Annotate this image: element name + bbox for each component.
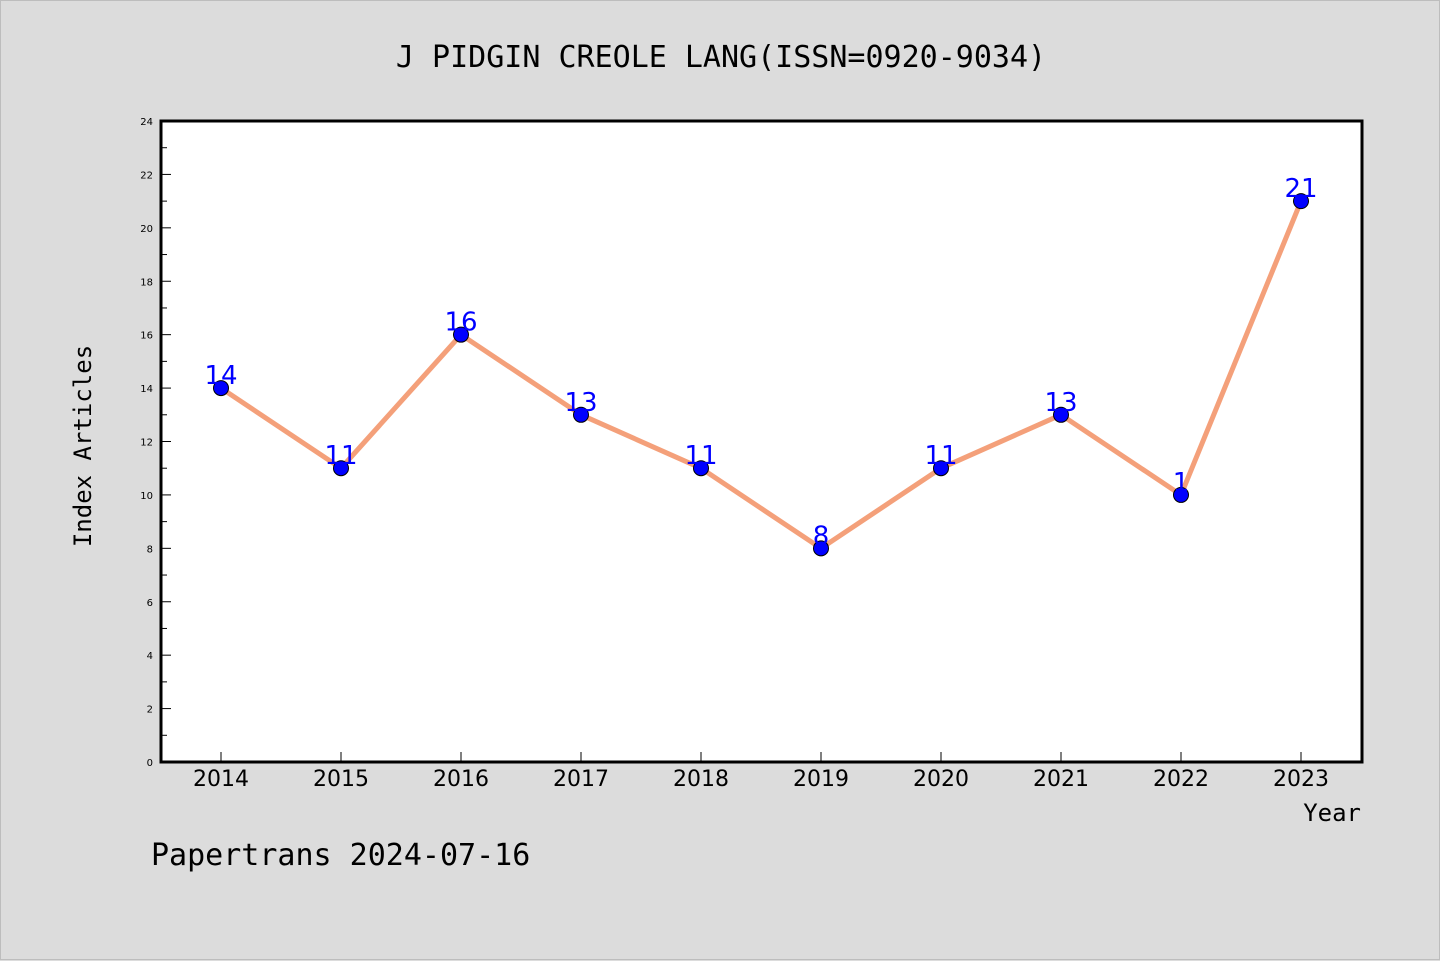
- data-point: [1173, 486, 1189, 503]
- x-axis: 2014 2015 2016 2017 2018 2019 2020 2021 2022 2023: [193, 752, 1329, 792]
- x-axis-label: Year: [1303, 799, 1361, 827]
- data-label: 11: [924, 441, 957, 471]
- y-tick-label: 12: [140, 438, 153, 449]
- y-tick-label: 20: [140, 224, 153, 235]
- data-point: [453, 326, 469, 343]
- x-tick-label: 2023: [1273, 767, 1329, 792]
- x-tick-label: 2021: [1033, 767, 1089, 792]
- data-point: [213, 380, 229, 397]
- series-line: [219, 200, 1304, 551]
- data-label: 8: [813, 521, 830, 551]
- x-tick-label: 2022: [1153, 767, 1209, 792]
- data-point: [573, 406, 589, 423]
- x-tick-label: 2016: [433, 767, 489, 792]
- data-point: [333, 460, 349, 477]
- y-tick-label: 18: [140, 277, 153, 288]
- data-label: 1: [1173, 468, 1190, 498]
- data-label: 11: [324, 441, 357, 471]
- data-point: [933, 460, 949, 477]
- y-tick-label: 10: [140, 491, 153, 502]
- x-tick-label: 2015: [313, 767, 369, 792]
- data-label: 11: [684, 441, 717, 471]
- y-tick-label: 4: [147, 651, 153, 662]
- x-tick-label: 2018: [673, 767, 729, 792]
- x-tick-label: 2017: [553, 767, 609, 792]
- y-tick-label: 22: [140, 170, 153, 181]
- y-tick-label: 8: [147, 544, 153, 555]
- data-point: [813, 540, 829, 557]
- y-tick-label: 14: [140, 384, 153, 395]
- y-tick-label: 16: [140, 331, 153, 342]
- y-tick-label: 2: [147, 705, 153, 716]
- data-point: [693, 460, 709, 477]
- data-label: 16: [444, 308, 477, 338]
- data-point: [1053, 406, 1069, 423]
- chart-title: J PIDGIN CREOLE LANG(ISSN=0920-9034): [396, 40, 1046, 75]
- data-label-group: 14 11 16 13 11 8 11 13 1 21: [204, 174, 1317, 551]
- data-point: [1293, 193, 1309, 210]
- y-axis-label: Index Articles: [69, 345, 97, 547]
- x-tick-label: 2014: [193, 767, 249, 792]
- y-tick-label: 0: [147, 758, 153, 769]
- footer-text: Papertrans 2024-07-16: [151, 838, 530, 873]
- plot-area: [159, 119, 1364, 764]
- data-label: 13: [564, 388, 597, 418]
- data-label: 14: [204, 361, 237, 391]
- data-label: 13: [1044, 388, 1077, 418]
- x-tick-label: 2020: [913, 767, 969, 792]
- marker-group: [213, 193, 1309, 557]
- y-tick-label: 24: [140, 117, 153, 128]
- y-tick-label: 6: [147, 598, 153, 609]
- data-label: 21: [1284, 174, 1317, 204]
- series-line-group: [219, 200, 1304, 551]
- x-tick-label: 2019: [793, 767, 849, 792]
